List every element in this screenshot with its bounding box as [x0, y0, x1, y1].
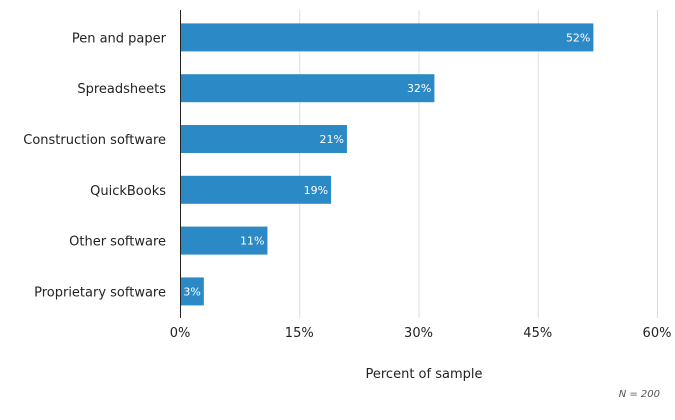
- bar: [180, 226, 268, 255]
- x-axis-label: Percent of sample: [366, 367, 483, 382]
- bar: [180, 277, 204, 306]
- category-label: Proprietary software: [34, 285, 166, 300]
- bar: [180, 175, 332, 204]
- bar: [180, 74, 435, 103]
- bar-value-label: 3%: [183, 285, 200, 298]
- bar-value-label: 52%: [566, 31, 590, 44]
- category-label: Construction software: [23, 133, 166, 148]
- bar: [180, 125, 347, 153]
- category-label: QuickBooks: [90, 184, 166, 199]
- bar-value-label: 11%: [240, 235, 264, 248]
- bar-value-label: 32%: [407, 82, 431, 95]
- x-tick-label: 60%: [643, 326, 672, 341]
- x-tick-label: 15%: [285, 326, 314, 341]
- bar-value-label: 21%: [319, 133, 343, 146]
- x-tick-label: 45%: [523, 326, 552, 341]
- category-label: Spreadsheets: [77, 82, 166, 97]
- category-label: Other software: [69, 235, 166, 250]
- x-tick-label: 0%: [170, 326, 191, 341]
- bar-value-label: 19%: [304, 184, 328, 197]
- bar: [180, 23, 594, 52]
- x-tick-label: 30%: [404, 326, 433, 341]
- sample-size-note: N = 200: [619, 389, 660, 400]
- category-label: Pen and paper: [72, 31, 167, 46]
